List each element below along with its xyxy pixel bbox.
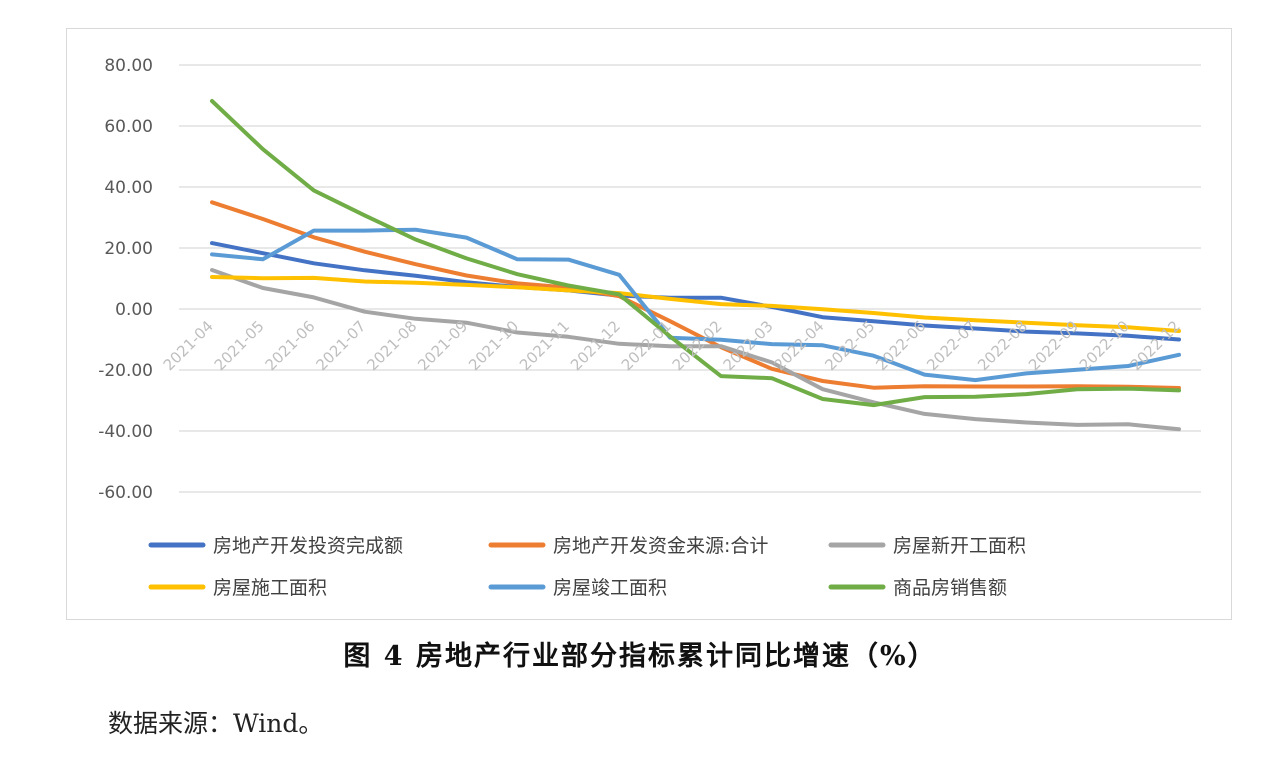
series-line-4 <box>210 227 1181 383</box>
legend-label: 房屋施工面积 <box>213 577 327 599</box>
y-tick-label: 20.00 <box>104 239 153 259</box>
series-line-1 <box>210 200 1181 390</box>
x-tick-label: 2021-09 <box>414 317 471 374</box>
source-note: 数据来源：Wind。 <box>108 709 324 738</box>
chart-frame: 80.00 60.00 40.00 20.00 0.00 -20.00 -40.00 -60.… <box>66 28 1232 620</box>
x-tick-label: 2021-08 <box>363 317 420 374</box>
x-tick-label: 2021-05 <box>211 317 268 374</box>
line-chart: 80.00 60.00 40.00 20.00 0.00 -20.00 -40.00 -60.… <box>98 56 1201 599</box>
x-tick-label: 2021-06 <box>262 317 319 374</box>
series-line-2 <box>210 268 1181 432</box>
series-line-0 <box>210 241 1181 342</box>
y-tick-label: 60.00 <box>104 117 153 137</box>
y-tick-label: 80.00 <box>104 56 153 76</box>
legend-label: 房地产开发资金来源:合计 <box>553 535 768 557</box>
legend-label: 房地产开发投资完成额 <box>213 535 403 557</box>
x-tick-label: 2021-11 <box>516 317 573 374</box>
legend-label: 房屋竣工面积 <box>553 577 667 599</box>
series-line-3 <box>210 275 1181 333</box>
series-line-5 <box>210 99 1181 408</box>
legend-label: 商品房销售额 <box>893 577 1007 599</box>
x-tick-label: 2021-04 <box>160 317 217 374</box>
legend-label: 房屋新开工面积 <box>893 535 1026 557</box>
figure-caption: 图 4 房地产行业部分指标累计同比增速（%） <box>343 641 937 672</box>
x-tick-label: 2021-12 <box>567 317 624 374</box>
y-tick-label: 40.00 <box>104 178 153 198</box>
y-tick-label: -20.00 <box>98 361 153 381</box>
y-tick-label: -40.00 <box>98 422 153 442</box>
x-tick-label: 2022-08 <box>974 317 1031 374</box>
x-tick-label: 2021-07 <box>312 317 369 374</box>
x-tick-label: 2022-12 <box>1127 317 1184 374</box>
y-tick-label: -60.00 <box>98 483 153 503</box>
y-tick-label: 0.00 <box>115 300 153 320</box>
